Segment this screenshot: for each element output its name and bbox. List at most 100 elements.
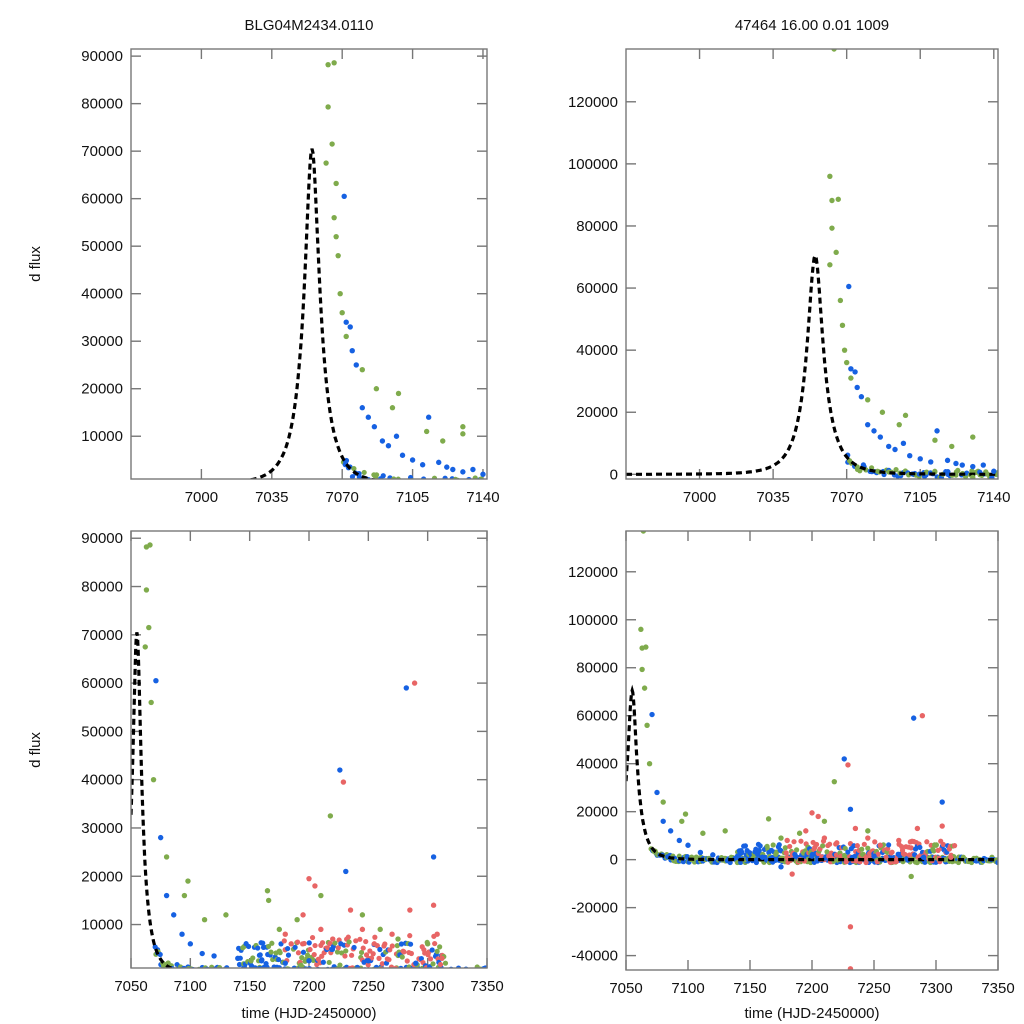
data-point-blue xyxy=(877,434,884,440)
data-point-blue xyxy=(917,844,923,850)
data-point-blue xyxy=(375,482,380,487)
data-point-blue xyxy=(910,715,917,721)
data-point-blue xyxy=(328,976,333,981)
data-point-red xyxy=(359,926,366,933)
data-point-red xyxy=(414,969,419,974)
data-point-green xyxy=(209,964,215,968)
data-point-blue xyxy=(343,970,348,975)
data-point-green xyxy=(394,943,400,949)
data-point-red xyxy=(287,973,292,978)
x-tick-label: 7000 xyxy=(683,489,716,506)
data-point-blue xyxy=(980,462,986,468)
data-point-blue xyxy=(320,959,326,965)
data-point-red xyxy=(952,843,958,849)
data-point-red xyxy=(872,839,878,845)
data-point-blue xyxy=(401,971,406,976)
data-point-blue xyxy=(445,481,450,486)
data-point-green xyxy=(765,816,772,822)
data-point-blue xyxy=(649,711,655,718)
data-point-green xyxy=(150,776,157,783)
data-point-green xyxy=(399,954,405,960)
data-point-green xyxy=(389,976,394,981)
data-point-blue xyxy=(445,969,450,974)
data-point-green xyxy=(261,971,266,976)
data-point-green xyxy=(277,950,283,956)
y-tick-label: 80000 xyxy=(576,660,618,677)
data-point-green xyxy=(923,469,930,475)
data-point-red xyxy=(307,946,313,953)
data-point-green xyxy=(246,971,251,976)
data-point-blue xyxy=(848,366,854,372)
data-point-green xyxy=(346,939,352,945)
y-tick-label: 10000 xyxy=(81,428,123,445)
panel-top-right: 7000 7035 7070 7105 7140 0 20000 40000 60000 8000… xyxy=(568,48,1010,506)
data-point-blue xyxy=(463,966,469,968)
data-point-green xyxy=(782,845,788,851)
data-point-green xyxy=(390,967,392,968)
data-point-green xyxy=(908,873,914,880)
data-point-blue xyxy=(226,974,231,979)
data-point-blue xyxy=(734,853,741,859)
data-point-red xyxy=(893,858,900,865)
data-point-blue xyxy=(483,478,485,479)
y-tick-label: 20000 xyxy=(81,381,123,398)
data-point-blue xyxy=(465,971,470,976)
data-point-green xyxy=(373,472,380,478)
data-point-blue xyxy=(361,970,366,975)
x-tick-label: 7200 xyxy=(795,980,828,997)
data-point-green xyxy=(339,310,345,316)
data-point-green xyxy=(932,437,938,443)
data-point-green xyxy=(848,375,854,381)
data-point-blue xyxy=(384,480,389,485)
model-curve xyxy=(246,148,378,479)
data-point-green xyxy=(472,475,478,479)
data-point-blue xyxy=(224,965,230,968)
data-point-blue xyxy=(452,485,457,490)
data-point-green xyxy=(638,626,644,633)
data-point-blue xyxy=(366,480,371,485)
data-point-red xyxy=(863,859,869,866)
data-point-red xyxy=(861,841,867,847)
data-point-green xyxy=(323,969,328,974)
data-point-red xyxy=(437,961,444,968)
data-point-red xyxy=(308,971,313,976)
data-point-green xyxy=(794,847,800,853)
data-point-green xyxy=(426,972,431,977)
data-point-blue xyxy=(258,958,265,964)
data-point-green xyxy=(428,971,433,976)
data-point-red xyxy=(386,957,392,963)
data-point-blue xyxy=(330,969,335,974)
data-point-red xyxy=(924,839,930,845)
data-point-green xyxy=(226,976,231,981)
title-left: BLG04M2434.0110 xyxy=(245,17,374,34)
data-point-blue xyxy=(436,459,442,466)
data-point-blue xyxy=(660,818,666,824)
data-point-green xyxy=(181,892,188,899)
data-point-green xyxy=(265,943,272,950)
data-point-green xyxy=(896,421,902,428)
data-point-green xyxy=(416,971,421,976)
data-point-green xyxy=(835,196,841,202)
data-point-red xyxy=(347,907,354,913)
data-point-green xyxy=(185,878,191,884)
y-tick-label: -20000 xyxy=(571,900,618,917)
data-point-red xyxy=(815,813,821,820)
data-point-red xyxy=(847,966,854,970)
data-point-blue xyxy=(424,971,429,976)
data-point-green xyxy=(220,970,225,975)
data-point-blue xyxy=(858,394,865,400)
y-tick-label: 40000 xyxy=(81,772,123,789)
data-point-blue xyxy=(754,857,760,863)
data-point-green xyxy=(467,971,472,976)
data-point-green xyxy=(201,917,208,923)
data-point-green xyxy=(933,842,939,848)
data-point-blue xyxy=(759,854,766,860)
data-point-blue xyxy=(407,474,414,479)
data-point-blue xyxy=(697,849,704,856)
data-point-blue xyxy=(343,868,349,875)
data-point-blue xyxy=(275,973,280,978)
data-point-green xyxy=(221,970,226,975)
x-tick-label: 7070 xyxy=(325,489,358,506)
data-point-blue xyxy=(413,971,418,976)
